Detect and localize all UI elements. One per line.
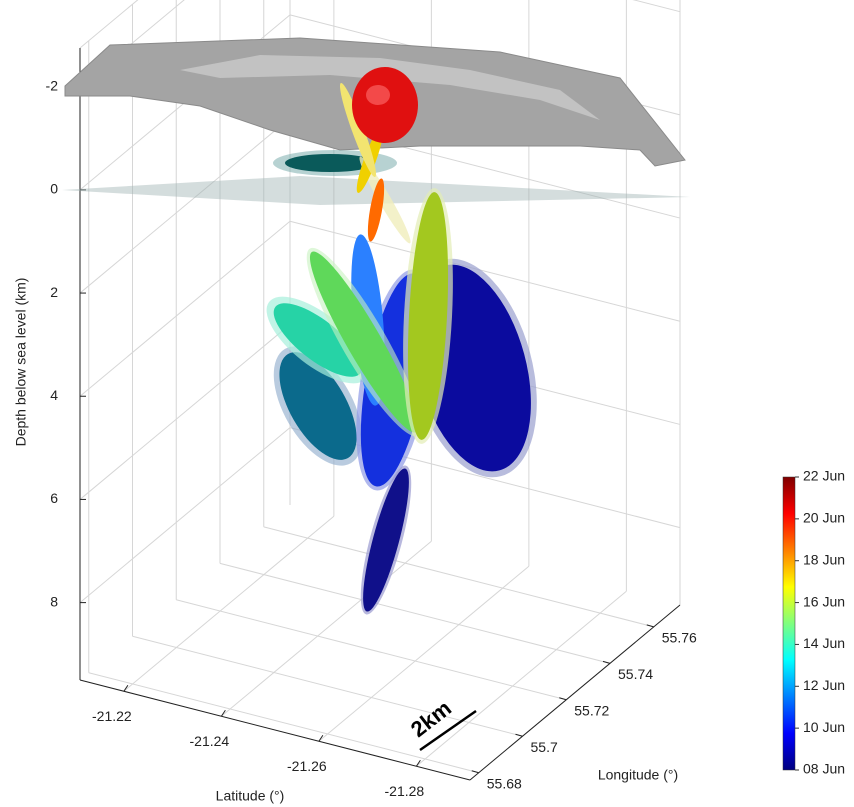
z-tick-label: 8 xyxy=(50,593,58,609)
x-tick-label: -21.26 xyxy=(287,758,327,774)
colorbar-tick-label: 16 Jun xyxy=(803,593,845,609)
grid-line xyxy=(289,220,681,322)
colorbar-tick-label: 14 Jun xyxy=(803,635,845,651)
grid-line xyxy=(79,324,291,500)
y-tick xyxy=(515,733,523,737)
y-tick xyxy=(471,770,479,774)
y-tick-label: 55.7 xyxy=(531,739,558,755)
grid-line xyxy=(123,515,335,692)
source-ellipsoid xyxy=(352,67,418,143)
grid-line xyxy=(176,599,567,701)
x-tick-label: -21.24 xyxy=(190,733,230,749)
x-tick-label: -21.22 xyxy=(92,708,132,724)
z-tick-label: 0 xyxy=(50,181,58,197)
grid-line xyxy=(416,590,627,767)
y-axis-title: Longitude (°) xyxy=(598,767,678,783)
crater-rim xyxy=(180,55,600,120)
source-ellipsoid xyxy=(309,251,419,433)
z-axis-title: Depth below sea level (km) xyxy=(13,278,29,447)
grid-line xyxy=(79,117,291,294)
source-ellipsoid xyxy=(339,82,377,178)
source-ellipsoid xyxy=(285,154,375,172)
y-tick-label: 55.76 xyxy=(662,630,697,646)
colorbar-tick-label: 12 Jun xyxy=(803,677,845,693)
source-ellipsoid xyxy=(359,156,411,244)
colorbar xyxy=(782,476,796,771)
colorbar-tick-label: 20 Jun xyxy=(803,510,845,526)
x-tick xyxy=(415,759,421,767)
grid-line xyxy=(79,220,291,397)
z-tick-label: 6 xyxy=(50,490,58,506)
z-tick-label: -2 xyxy=(46,77,59,93)
grid-line xyxy=(219,562,611,664)
grid-line xyxy=(632,0,681,13)
y-tick-label: 55.72 xyxy=(574,702,609,718)
ellipsoids xyxy=(266,67,537,615)
grid-line xyxy=(88,672,479,774)
colorbar-tick-label: 18 Jun xyxy=(803,551,845,567)
z-tick-label: 4 xyxy=(50,387,58,403)
source-ellipsoid xyxy=(273,303,363,377)
scale-bar-label: 2km xyxy=(406,695,456,742)
x-tick xyxy=(220,709,226,717)
y-tick-label: 55.68 xyxy=(487,775,522,791)
source-ellipsoid xyxy=(279,352,357,460)
source-ellipsoid xyxy=(367,178,385,242)
source-ellipsoid xyxy=(363,468,409,612)
y-axis xyxy=(469,604,681,781)
y-tick xyxy=(602,660,611,664)
colorbar-tick-label: 08 Jun xyxy=(803,761,845,777)
box-edge xyxy=(79,0,139,49)
grid-line xyxy=(263,526,654,628)
source-ellipsoid xyxy=(407,192,449,440)
colorbar-tick-label: 10 Jun xyxy=(803,719,845,735)
source-ellipsoid xyxy=(366,85,390,105)
grid-line xyxy=(132,635,523,737)
y-tick xyxy=(646,624,654,628)
y-tick-label: 55.74 xyxy=(618,666,653,682)
x-tick xyxy=(318,734,324,742)
x-tick-label: -21.28 xyxy=(385,783,425,799)
grid-line xyxy=(221,540,432,717)
x-axis xyxy=(79,679,471,781)
x-axis-title: Latitude (°) xyxy=(216,788,285,804)
z-tick-label: 2 xyxy=(50,284,58,300)
grid-line xyxy=(318,565,530,742)
x-tick xyxy=(123,684,129,692)
grid-line xyxy=(79,427,291,603)
scale-bar xyxy=(419,709,477,752)
y-tick xyxy=(559,697,567,701)
colorbar-tick-label: 22 Jun xyxy=(803,468,845,484)
